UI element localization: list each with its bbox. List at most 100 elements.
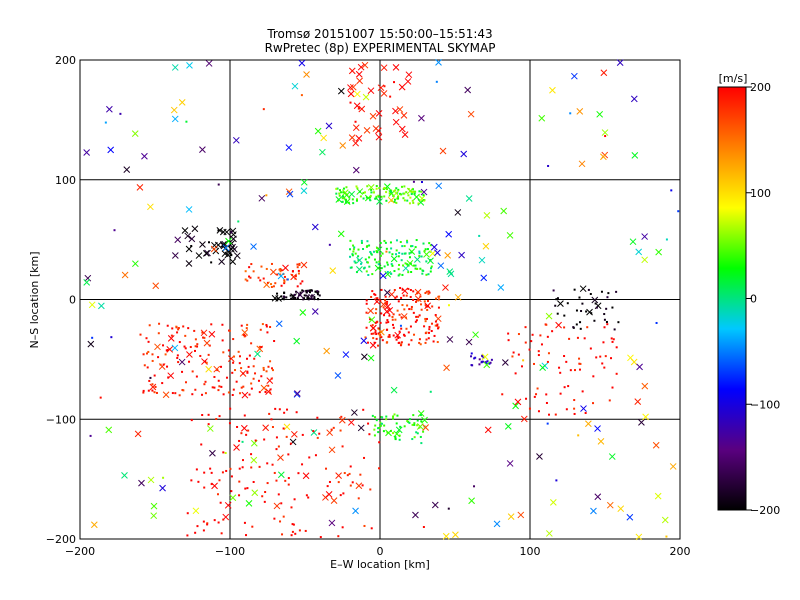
scatter-point-dot (199, 354, 202, 357)
scatter-point-dot (425, 273, 428, 276)
scatter-point-dot (242, 333, 245, 336)
plot-area (79, 59, 681, 541)
scatter-point-dot (222, 393, 225, 396)
scatter-point-dot (481, 360, 484, 363)
scatter-point-x (414, 288, 422, 296)
scatter-point-dot (410, 305, 413, 308)
scatter-point-dot (356, 187, 359, 190)
scatter-point-x (90, 521, 98, 529)
scatter-point-dot (365, 302, 368, 305)
scatter-point-x (507, 513, 515, 520)
scatter-point-dot (343, 472, 346, 475)
scatter-point-dot (558, 366, 561, 369)
scatter-point-x (405, 71, 413, 79)
scatter-point-dot (201, 393, 204, 396)
scatter-point-dot (392, 432, 395, 435)
scatter-point-x (192, 507, 200, 515)
scatter-point-dot (286, 408, 289, 411)
scatter-point-x (323, 347, 331, 355)
scatter-point-x (355, 135, 363, 142)
scatter-point-dot (409, 325, 412, 328)
scatter-point-x (107, 146, 115, 154)
scatter-point-dot (325, 467, 328, 470)
scatter-point-dot (359, 473, 362, 476)
scatter-point-x (497, 284, 505, 291)
scatter-point-x (263, 281, 270, 289)
y-axis-label: N–S location [km] (28, 251, 41, 348)
scatter-point-dot (194, 349, 197, 352)
scatter-point-x (283, 423, 291, 431)
scatter-point-dot (577, 434, 580, 437)
scatter-point-x (368, 316, 376, 324)
scatter-point-dot (573, 412, 576, 415)
scatter-point-x (290, 430, 298, 438)
scatter-point-dot (244, 270, 247, 273)
scatter-point-x (420, 188, 428, 196)
scatter-point-dot (286, 278, 289, 281)
scatter-point-dot (482, 356, 485, 359)
scatter-point-dot (400, 193, 403, 196)
scatter-point-dot (393, 288, 396, 291)
scatter-point-dot (260, 265, 263, 268)
scatter-point-dot (297, 272, 300, 275)
scatter-point-x (655, 248, 662, 256)
scatter-point-dot (546, 422, 549, 425)
scatter-point-dot (338, 194, 341, 197)
scatter-point-x (338, 416, 346, 424)
scatter-point-x (83, 149, 91, 156)
scatter-point-dot (606, 323, 609, 326)
scatter-point-x (585, 420, 592, 428)
scatter-point-dot (375, 321, 378, 324)
scatter-point-dot (617, 321, 620, 324)
scatter-point-x (311, 308, 319, 315)
scatter-point-dot (418, 314, 421, 317)
scatter-point-dot (470, 364, 473, 367)
scatter-point-x (337, 87, 345, 95)
scatter-point-dot (385, 418, 388, 421)
scatter-point-x (549, 86, 556, 94)
scatter-point-dot (569, 112, 572, 115)
scatter-point-dot (373, 428, 376, 431)
scatter-point-dot (337, 481, 340, 484)
scatter-point-dot (579, 327, 582, 330)
scatter-point-dot (341, 197, 344, 200)
scatter-point-x (353, 102, 361, 110)
scatter-point-x (152, 282, 160, 290)
scatter-point-dot (350, 266, 353, 269)
scatter-point-x (319, 148, 326, 156)
colorbar-tick-label: −100 (750, 398, 780, 411)
scatter-point-dot (330, 428, 333, 431)
scatter-point-dot (230, 475, 233, 478)
scatter-point-dot (195, 468, 198, 471)
scatter-point-dot (392, 415, 395, 418)
scatter-point-x (388, 291, 396, 298)
scatter-point-dot (473, 357, 476, 360)
scatter-point-dot (283, 296, 286, 299)
scatter-point-dot (568, 337, 571, 340)
scatter-point-dot (423, 249, 426, 252)
scatter-point-x (134, 430, 142, 438)
scatter-point-dot (384, 301, 387, 304)
scatter-point-dot (512, 351, 515, 354)
scatter-point-dot (283, 279, 286, 282)
scatter-point-dot (220, 365, 223, 368)
scatter-point-dot (375, 250, 378, 253)
scatter-point-x (352, 507, 359, 515)
scatter-point-dot (246, 370, 249, 373)
colorbar-tick-label: 0 (750, 293, 757, 306)
scatter-point-x (171, 115, 179, 123)
scatter-point-dot (366, 341, 369, 344)
scatter-point-dot (221, 323, 224, 326)
scatter-point-dot (587, 288, 590, 291)
scatter-point-dot (252, 365, 255, 368)
scatter-point-x (406, 187, 414, 195)
scatter-point-dot (313, 295, 316, 298)
scatter-point-dot (340, 191, 343, 194)
scatter-point-dot (395, 338, 398, 341)
scatter-point-x (230, 235, 237, 243)
scatter-point-dot (390, 247, 393, 250)
scatter-point-dot (291, 296, 294, 299)
scatter-point-dot (415, 267, 418, 270)
scatter-point-x (630, 358, 638, 366)
scatter-point-dot (545, 401, 548, 404)
